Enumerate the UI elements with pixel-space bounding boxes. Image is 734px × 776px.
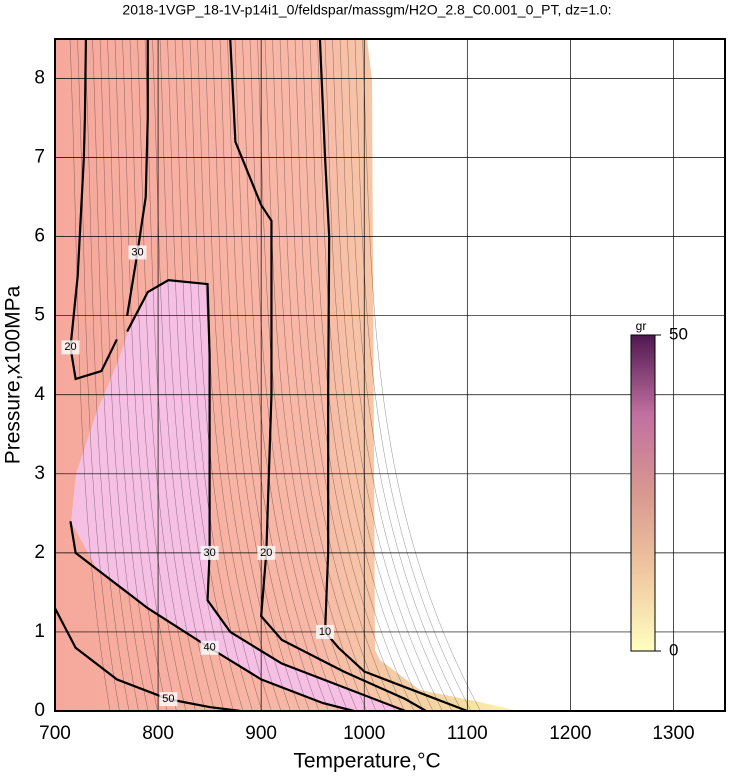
thin-contour	[114, 38, 168, 712]
colorbar-tick-label: 0	[669, 640, 678, 659]
contour-label-bg	[128, 245, 147, 260]
y-tick-label: 5	[34, 305, 45, 326]
x-tick-label: 1200	[549, 723, 591, 744]
contour-label-bg	[200, 640, 219, 655]
y-tick-label: 8	[34, 68, 45, 89]
thin-contour	[294, 38, 396, 712]
thin-contour	[227, 38, 310, 712]
thin-contour	[242, 38, 329, 712]
thin-contour	[167, 38, 234, 712]
y-tick-label: 3	[34, 463, 45, 484]
thin-contour	[84, 38, 130, 712]
thin-contour	[69, 38, 111, 712]
thin-contour	[107, 38, 158, 712]
x-axis-label: Temperature,°C	[293, 750, 440, 773]
chart-title: 2018-1VGP_18-1V-p14i1_0/feldspar/massgm/…	[122, 2, 611, 18]
x-tick-label: 800	[142, 723, 174, 744]
thin-contour	[159, 38, 225, 712]
x-tick-label: 1000	[343, 723, 385, 744]
contour-line	[126, 39, 149, 316]
contour-line	[69, 38, 118, 381]
y-tick-label: 1	[34, 621, 45, 642]
thin-contour	[324, 38, 434, 712]
thin-contour	[302, 38, 405, 712]
contour-label: 20	[260, 547, 272, 559]
thin-contour	[332, 38, 443, 712]
y-tick-label: 2	[34, 542, 45, 563]
contour-label: 10	[319, 626, 331, 638]
contour-line	[318, 38, 468, 713]
thin-contour	[189, 38, 263, 712]
contour-label-bg	[200, 545, 219, 560]
thin-contour	[99, 38, 149, 712]
thin-contour	[287, 38, 386, 712]
contour-label-bg	[61, 340, 80, 355]
contour-label-bg	[159, 692, 178, 707]
thin-contour	[152, 38, 215, 712]
y-tick-label: 0	[34, 700, 45, 721]
contour-label: 50	[162, 693, 174, 705]
x-tick-label: 700	[39, 723, 71, 744]
x-tick-label: 1300	[652, 723, 694, 744]
thin-contour	[347, 38, 462, 712]
y-tick-label: 7	[34, 147, 45, 168]
contour-label: 20	[64, 341, 76, 353]
colorbar-tick-label: 50	[669, 324, 688, 343]
colorbar-label: gr	[636, 319, 647, 333]
thin-contour	[182, 38, 253, 712]
thin-contour	[272, 38, 367, 712]
contour-line	[54, 607, 241, 713]
thin-contour	[204, 38, 282, 712]
contour-label: 30	[131, 246, 143, 258]
thin-contour	[174, 38, 244, 712]
y-tick-label: 4	[34, 384, 45, 405]
thin-contour	[122, 38, 177, 712]
thin-contour	[92, 38, 139, 712]
thin-contour	[249, 38, 339, 712]
contour-label: 40	[203, 642, 215, 654]
thin-contour	[212, 38, 291, 712]
contour-label-bg	[316, 624, 335, 639]
thin-contour	[354, 38, 472, 712]
thin-contours	[69, 38, 481, 712]
y-axis-label: Pressure,x100MPa	[2, 285, 25, 464]
field-region	[71, 281, 409, 711]
thin-contour	[219, 38, 301, 712]
y-tick-label: 6	[34, 226, 45, 247]
thin-contour	[339, 38, 453, 712]
plot-frame	[54, 38, 726, 712]
x-tick-label: 1100	[447, 723, 488, 744]
contour-label-bg	[257, 545, 276, 560]
thin-contour	[317, 38, 424, 712]
thin-contour	[137, 38, 196, 712]
thin-contour	[197, 38, 272, 712]
thin-contour	[77, 38, 120, 712]
thin-contour	[362, 38, 481, 712]
thin-contour	[279, 38, 377, 712]
colorbar	[630, 334, 656, 652]
contour-label: 30	[203, 547, 215, 559]
thin-contour	[234, 38, 320, 712]
x-tick-label: 900	[245, 723, 277, 744]
contour-line	[69, 521, 355, 713]
